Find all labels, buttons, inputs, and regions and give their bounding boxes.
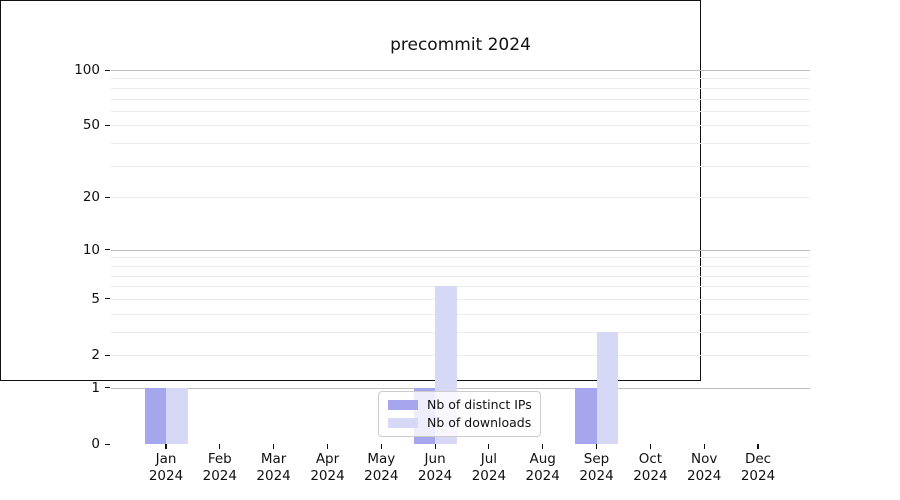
y-tick-mark <box>105 298 110 300</box>
x-tick-mark <box>595 444 598 449</box>
gridline-minor <box>111 98 810 100</box>
x-tick-label-mar: Mar 2024 <box>256 451 291 484</box>
y-tick-label: 50 <box>82 117 100 134</box>
legend-label-downloads: Nb of downloads <box>427 415 532 430</box>
axis-frame <box>0 0 701 381</box>
gridline-minor <box>111 87 810 89</box>
gridline-minor <box>111 165 810 167</box>
y-tick-label: 100 <box>74 62 100 78</box>
y-tick-label: 5 <box>91 290 100 307</box>
gridline-major <box>111 387 810 389</box>
y-tick-label: 2 <box>91 347 100 363</box>
legend-item-downloads: Nb of downloads <box>388 416 532 430</box>
gridline-minor <box>111 298 810 300</box>
bar-distinct-ips-sep <box>575 387 597 444</box>
x-tick-mark <box>542 444 544 449</box>
x-tick-mark <box>165 444 167 449</box>
x-tick-mark <box>757 444 759 449</box>
y-tick-label: 0 <box>91 436 100 452</box>
x-tick-mark <box>649 444 651 449</box>
x-tick-mark <box>434 444 436 449</box>
x-tick-label-aug: Aug 2024 <box>525 451 560 484</box>
x-tick-label-feb: Feb 2024 <box>202 451 237 484</box>
gridline-minor <box>111 78 810 80</box>
x-tick-mark <box>703 444 705 449</box>
x-tick-label-jun: Jun 2024 <box>417 451 453 484</box>
gridline-major <box>111 249 810 251</box>
chart-title: precommit 2024 <box>390 35 531 55</box>
y-tick-label: 20 <box>82 189 100 206</box>
y-tick-mark <box>105 124 110 127</box>
x-tick-label-sep: Sep 2024 <box>579 451 614 484</box>
y-tick-label: 10 <box>82 241 100 258</box>
legend-label-distinct-ips: Nb of distinct IPs <box>427 397 532 412</box>
x-tick-label-may: May 2024 <box>364 451 399 484</box>
bar-downloads-sep <box>596 331 618 444</box>
y-tick-mark <box>105 443 110 445</box>
x-tick-mark <box>488 444 490 449</box>
gridline-major <box>111 70 810 71</box>
gridline-minor <box>111 265 810 267</box>
bar-distinct-ips-jan <box>144 387 166 444</box>
gridline-minor <box>111 110 810 112</box>
gridline-minor <box>111 125 810 127</box>
x-tick-label-jul: Jul 2024 <box>471 451 507 484</box>
gridline-minor <box>111 275 810 277</box>
x-tick-label-oct: Oct 2024 <box>633 451 668 484</box>
gridline-minor <box>111 331 810 333</box>
x-tick-label-apr: Apr 2024 <box>310 451 345 484</box>
y-tick-mark <box>105 387 110 389</box>
gridline-minor <box>111 143 810 145</box>
gridline-minor <box>111 313 810 315</box>
x-tick-mark <box>380 444 382 449</box>
y-tick-mark <box>105 196 110 198</box>
x-tick-label-dec: Dec 2024 <box>740 451 776 484</box>
x-tick-mark <box>326 444 329 449</box>
gridline-minor <box>111 197 810 199</box>
x-tick-label-nov: Nov 2024 <box>687 451 722 484</box>
gridline-minor <box>111 355 810 356</box>
gridline-minor <box>111 257 810 259</box>
y-tick-mark <box>105 249 110 251</box>
gridline-minor <box>111 286 810 288</box>
legend-swatch-downloads <box>388 418 418 428</box>
legend-item-distinct-ips: Nb of distinct IPs <box>388 398 532 412</box>
y-tick-mark <box>105 69 110 71</box>
bar-downloads-jan <box>166 387 188 444</box>
legend-swatch-distinct-ips <box>388 400 418 410</box>
y-tick-mark <box>105 354 110 356</box>
x-tick-label-jan: Jan 2024 <box>148 451 184 484</box>
legend: Nb of distinct IPs Nb of downloads <box>378 391 541 437</box>
x-tick-mark <box>219 444 221 449</box>
y-tick-label: 1 <box>91 379 100 396</box>
x-tick-mark <box>273 444 275 449</box>
